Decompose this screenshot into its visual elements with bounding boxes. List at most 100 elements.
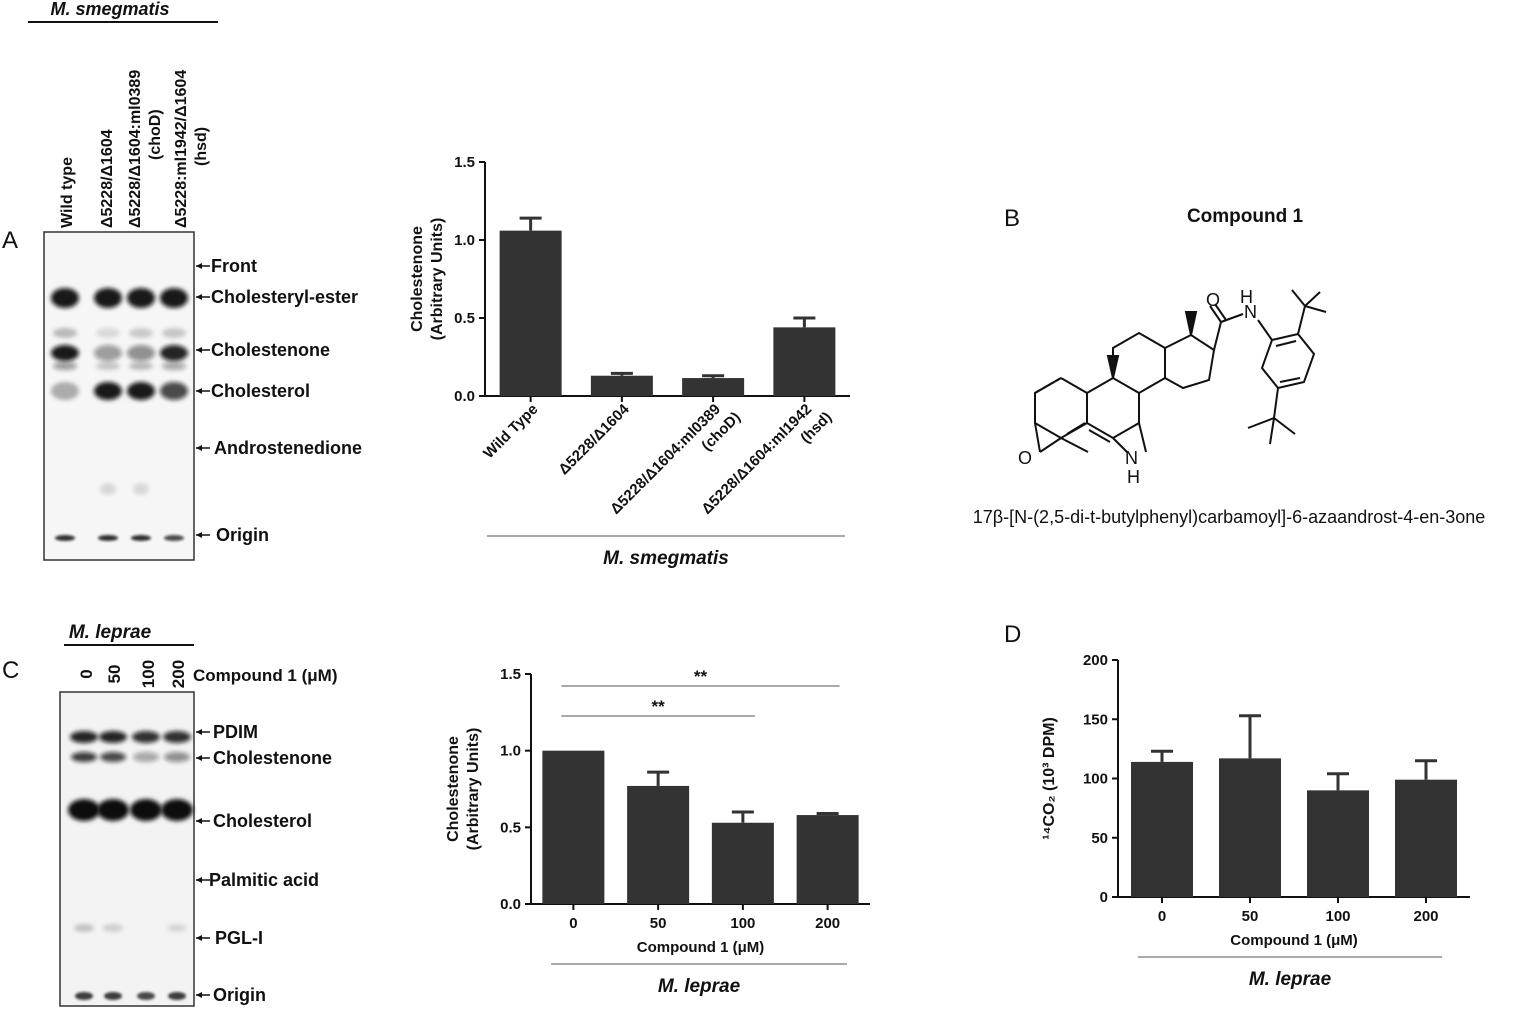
chart-a: 0.0 0.5 1.0 1.5 Cholestenone (Arbitrary Units… bbox=[409, 154, 850, 569]
tlc-band bbox=[162, 362, 186, 370]
bar bbox=[542, 750, 605, 904]
tlc-band bbox=[129, 362, 153, 370]
bar bbox=[1307, 790, 1369, 897]
y-tick-label: 50 bbox=[1091, 830, 1108, 847]
tlc-band bbox=[51, 345, 79, 361]
panel-letter-a: A bbox=[2, 227, 18, 254]
tlc-band bbox=[94, 382, 122, 400]
y-tick-label: 1.0 bbox=[500, 743, 521, 760]
lane-label-wild-type: Wild type bbox=[59, 157, 76, 228]
tlc-band bbox=[167, 924, 187, 932]
band-label: Cholestenone bbox=[213, 748, 332, 768]
tlc-band bbox=[96, 328, 120, 338]
tlc-band bbox=[53, 328, 77, 338]
atom-n-ring: N bbox=[1125, 448, 1138, 468]
band-arrowhead bbox=[196, 263, 202, 269]
tlc-band bbox=[71, 752, 97, 762]
group-label: M. leprae bbox=[658, 976, 741, 997]
y-axis-label: ¹⁴CO₂ (10³ DPM) bbox=[1041, 717, 1058, 840]
bar bbox=[590, 375, 653, 396]
tlc-band bbox=[74, 924, 94, 932]
atom-h-amide: H bbox=[1240, 287, 1253, 307]
tlc-band bbox=[51, 288, 79, 308]
x-tick-label: 0 bbox=[1158, 908, 1166, 925]
tlc-band bbox=[131, 535, 151, 541]
y-axis-label-2: (Arbitrary Units) bbox=[429, 218, 446, 341]
lane-label-hsd-tag: (hsd) bbox=[193, 127, 210, 166]
lanes-title-c: Compound 1 (μM) bbox=[193, 666, 337, 685]
band-arrowhead bbox=[196, 729, 202, 735]
compound-caption: 17β-[N-(2,5-di-t-butylphenyl)carbamoyl]-… bbox=[973, 507, 1486, 527]
x-tick-label: Δ5228/Δ1604 bbox=[555, 400, 633, 478]
x-tick-label: Wild Type bbox=[480, 401, 541, 462]
x-tick-label: 0 bbox=[569, 915, 577, 932]
band-arrowhead bbox=[196, 935, 202, 941]
lane-label-chod-tag: (choD) bbox=[147, 109, 164, 160]
band-arrowhead bbox=[196, 532, 202, 538]
tlc-band bbox=[68, 799, 100, 821]
tlc-band bbox=[94, 345, 122, 361]
tlc-band bbox=[132, 731, 160, 743]
lane-label-hsd-strain: Δ5228:ml1942/Δ1604 bbox=[173, 70, 190, 228]
band-arrowhead bbox=[196, 294, 202, 300]
band-arrowhead bbox=[196, 388, 202, 394]
band-label: Origin bbox=[216, 525, 269, 545]
tlc-band bbox=[164, 535, 184, 541]
band-label: Cholesteryl-ester bbox=[211, 287, 358, 307]
tlc-band bbox=[130, 799, 162, 821]
band-label: PDIM bbox=[213, 722, 258, 742]
tlc-band bbox=[168, 992, 186, 1000]
tlc-band bbox=[53, 362, 77, 370]
chart-d: 0 50 100 150 200 ¹⁴CO₂ (10³ DPM) 0 50 100 200 Comp… bbox=[1041, 652, 1470, 990]
band-arrowhead bbox=[196, 877, 202, 883]
y-tick-label: 0.0 bbox=[500, 896, 521, 913]
x-axis-label: Compound 1 (μM) bbox=[1230, 932, 1358, 949]
lane-label-double-mutant: Δ5228/Δ1604 bbox=[99, 129, 116, 228]
tlc-band bbox=[127, 345, 155, 361]
ring-a-bonds bbox=[1034, 377, 1088, 440]
band-arrowhead bbox=[196, 755, 202, 761]
tlc-band bbox=[51, 382, 79, 400]
y-tick-label: 0.5 bbox=[454, 310, 475, 327]
tlc-band bbox=[94, 288, 122, 308]
lane-c-0: 0 bbox=[77, 669, 96, 678]
tlc-band bbox=[99, 731, 127, 743]
band-arrowhead bbox=[196, 347, 202, 353]
tlc-band bbox=[127, 382, 155, 400]
y-axis-label: Cholestenone bbox=[409, 226, 426, 332]
y-tick-label: 0.5 bbox=[500, 819, 521, 836]
y-tick-label: 150 bbox=[1083, 711, 1108, 728]
y-axis-label: Cholestenone bbox=[445, 736, 462, 842]
x-tick-label: 100 bbox=[730, 915, 755, 932]
band-label: Androstenedione bbox=[214, 438, 362, 458]
bar bbox=[627, 785, 690, 904]
tlc-band bbox=[160, 288, 188, 308]
y-tick-label: 0.0 bbox=[454, 388, 475, 405]
tlc-band bbox=[103, 924, 123, 932]
significance-label: ** bbox=[694, 667, 708, 686]
x-tick-label: 100 bbox=[1325, 908, 1350, 925]
y-tick-label: 200 bbox=[1083, 652, 1108, 669]
bar bbox=[1219, 758, 1281, 897]
x-tick-label: 50 bbox=[650, 915, 667, 932]
tlc-band bbox=[127, 288, 155, 308]
bar bbox=[1395, 779, 1457, 897]
tlc-band bbox=[129, 328, 153, 338]
y-tick-label: 1.0 bbox=[454, 232, 475, 249]
chart-c: 0.0 0.5 1.0 1.5 Cholestenone (Arbitrary Units… bbox=[445, 666, 870, 997]
atom-n-amide: N bbox=[1244, 302, 1257, 322]
x-tick-label: 50 bbox=[1242, 908, 1259, 925]
significance-label: ** bbox=[652, 697, 666, 716]
bar bbox=[773, 327, 836, 396]
group-label: M. smegmatis bbox=[603, 548, 729, 569]
atom-o-ketone: O bbox=[1018, 448, 1032, 468]
tlc-band bbox=[162, 328, 186, 338]
tlc-band bbox=[104, 992, 122, 1000]
species-label-a: M. smegmatis bbox=[50, 0, 169, 19]
band-arrowhead bbox=[196, 445, 202, 451]
y-axis-label-2: (Arbitrary Units) bbox=[465, 728, 482, 851]
x-tick-label: 200 bbox=[815, 915, 840, 932]
bar bbox=[711, 822, 774, 904]
y-tick-label: 0 bbox=[1100, 889, 1108, 906]
